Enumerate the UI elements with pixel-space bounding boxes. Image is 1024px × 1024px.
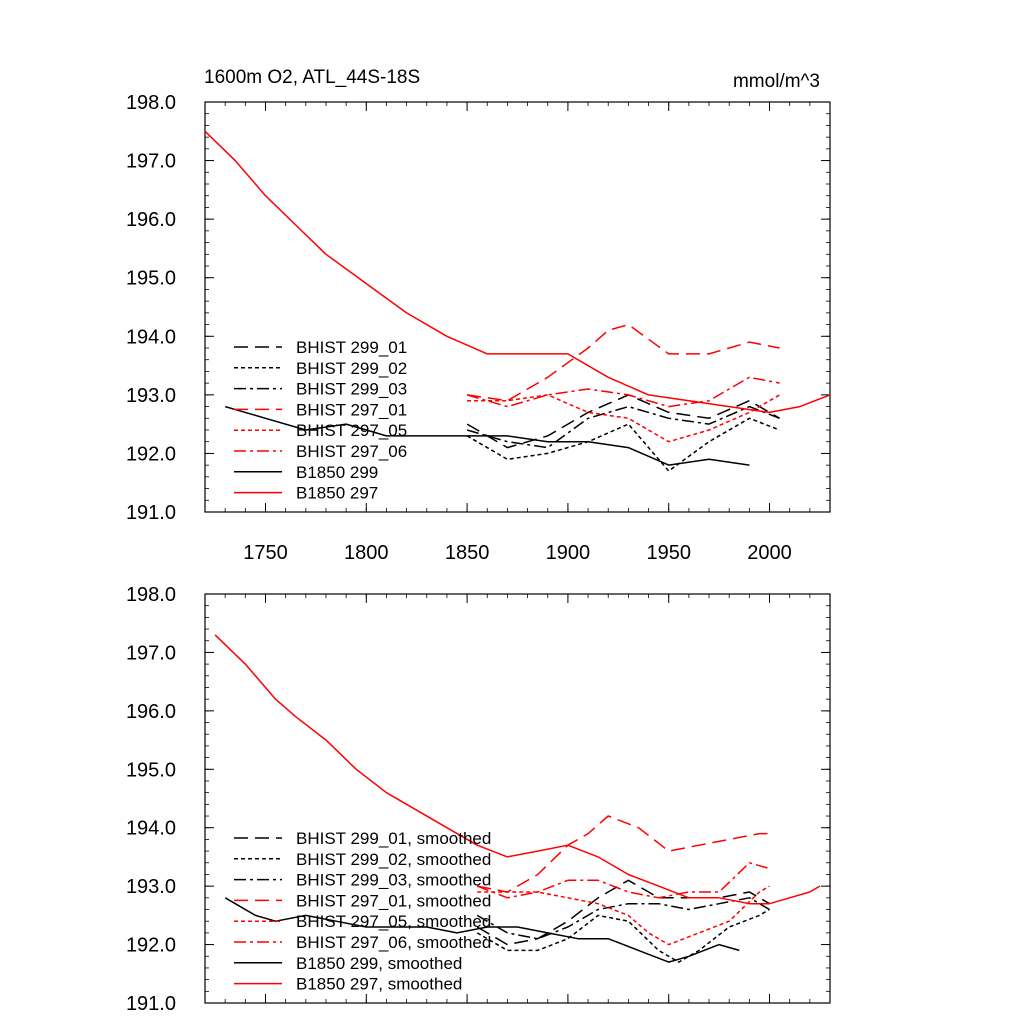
series-line (476, 862, 770, 899)
bottom-panel: 191.0 192.0 193.0 194.0 195.0 196.0 197.0 198.0… (126, 584, 831, 1015)
legend-label: B1850 297 (296, 484, 378, 503)
series-line (466, 394, 780, 449)
legend-label: BHIST 297_06, smoothed (296, 933, 491, 952)
legend-label: BHIST 297_05, smoothed (296, 912, 491, 931)
y-tick-label: 191.0 (126, 993, 176, 1015)
series-line (466, 323, 780, 402)
legend-label: BHIST 299_02, smoothed (296, 850, 491, 869)
legend-label: B1850 299 (296, 463, 378, 482)
legend-label: B1850 299, smoothed (296, 954, 462, 973)
series-line (205, 130, 830, 414)
x-tick-label: 1900 (546, 542, 591, 564)
y-tick-label: 192.0 (126, 443, 176, 465)
series-line (466, 376, 780, 408)
y-tick-label: 193.0 (126, 876, 176, 898)
legend-label: B1850 297, smoothed (296, 975, 462, 994)
series-line (224, 405, 750, 466)
series-line (476, 879, 770, 946)
y-tick-label: 196.0 (126, 701, 176, 723)
y-tick-label: 197.0 (126, 151, 176, 173)
legend-label: BHIST 297_06 (296, 442, 407, 461)
y-tick-label: 194.0 (126, 326, 176, 348)
legend-label: BHIST 297_05 (296, 421, 407, 440)
series-line (214, 634, 821, 905)
series-line (477, 815, 770, 893)
y-tick-label: 198.0 (126, 92, 176, 114)
series-line (467, 394, 780, 443)
legend-label: BHIST 299_02 (296, 359, 407, 378)
series-line (476, 897, 770, 940)
series-line (466, 417, 780, 472)
legend-label: BHIST 297_01, smoothed (296, 891, 491, 910)
x-tick-label: 1950 (646, 542, 691, 564)
plot-frame (204, 593, 831, 1004)
y-tick-label: 196.0 (126, 209, 176, 231)
series-line (224, 897, 740, 963)
x-tick-label: 2000 (747, 542, 792, 564)
plot-frame (204, 101, 831, 513)
y-tick-label: 193.0 (126, 385, 176, 407)
y-tick-label: 195.0 (126, 268, 176, 290)
units-label: mmol/m^3 (733, 71, 820, 92)
series-line (466, 405, 780, 449)
legend-label: BHIST 299_03, smoothed (296, 871, 491, 890)
y-tick-label: 198.0 (126, 584, 176, 606)
y-tick-label: 191.0 (126, 502, 176, 524)
y-tick-label: 194.0 (126, 818, 176, 840)
legend-label: BHIST 299_01, smoothed (296, 829, 491, 848)
x-tick-label: 1850 (445, 542, 490, 564)
legend-label: BHIST 297_01 (296, 400, 407, 419)
y-tick-label: 192.0 (126, 935, 176, 957)
x-tick-label: 1750 (243, 542, 288, 564)
plot-title: 1600m O2, ATL_44S-18S (204, 67, 420, 88)
y-tick-label: 195.0 (126, 759, 176, 781)
y-tick-label: 197.0 (126, 642, 176, 664)
x-tick-label: 1800 (344, 542, 389, 564)
series-line (477, 885, 770, 946)
legend-label: BHIST 299_01 (296, 338, 407, 357)
legend-label: BHIST 299_03 (296, 380, 407, 399)
top-panel: 191.0 192.0 193.0 194.0 195.0 196.0 197.0 198.0… (126, 92, 831, 564)
